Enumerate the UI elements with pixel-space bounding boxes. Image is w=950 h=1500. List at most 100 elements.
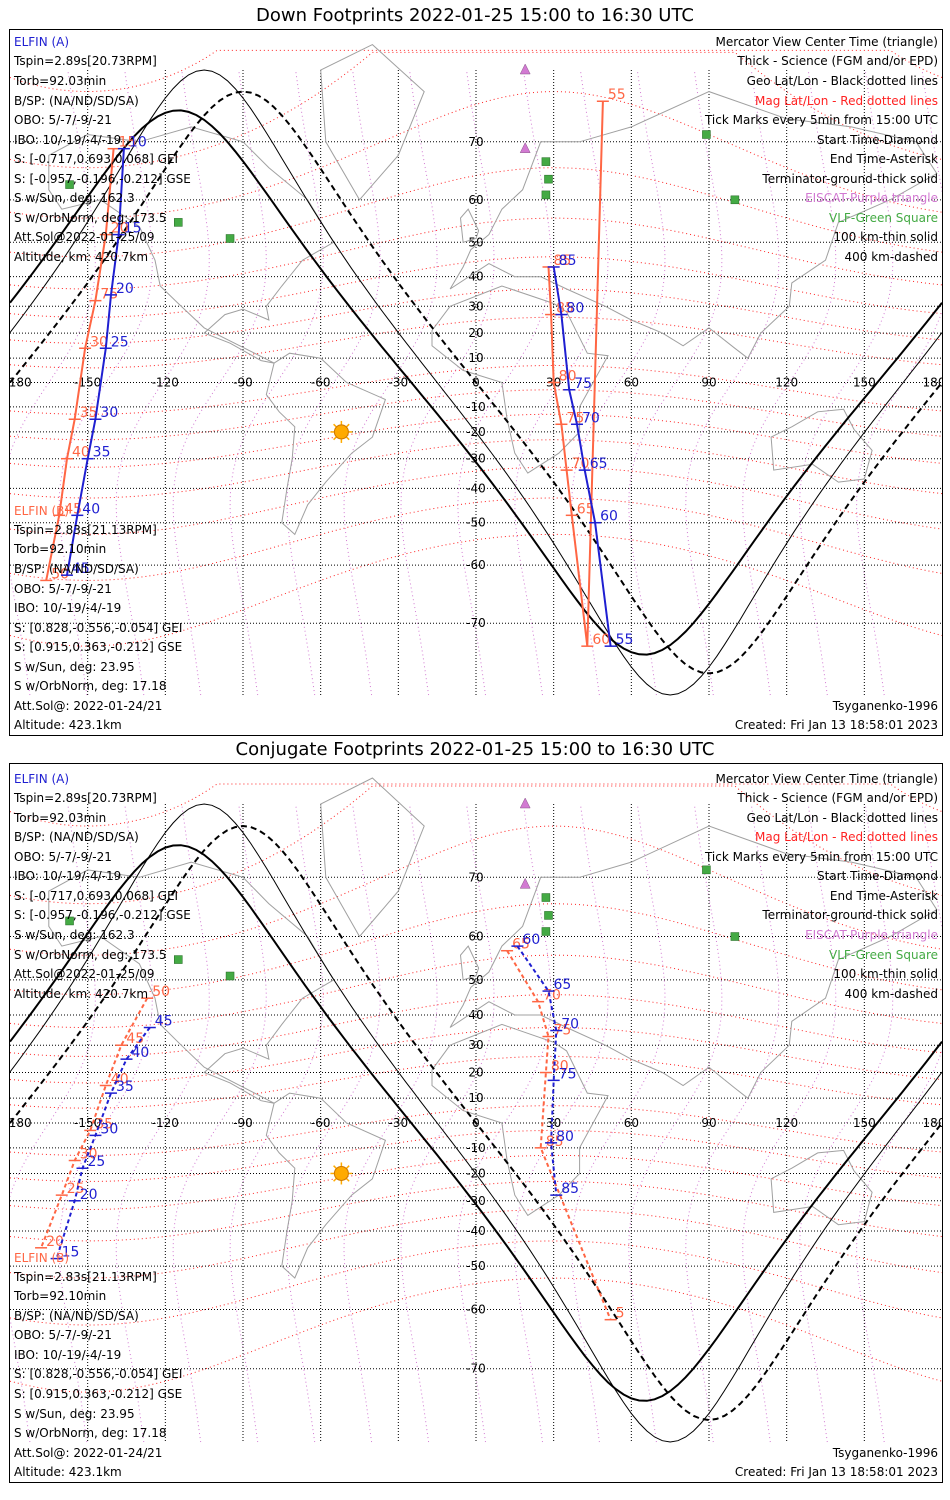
- lat-tick-label: -70: [466, 616, 486, 630]
- lon-tick-label: -120: [152, 1116, 179, 1130]
- elfin-a-line: B/SP: (NA/ND/SD/SA): [14, 830, 139, 844]
- lon-tick-label: -30: [389, 1116, 409, 1130]
- legend-item: End Time-Asterisk: [829, 152, 938, 166]
- continent-outline: [431, 1023, 609, 1217]
- elfin-a-line: IBO: 10/-19/-4/-19: [14, 133, 122, 147]
- elfin-a-line: Tspin=2.89s[20.73RPM]: [14, 791, 157, 805]
- tick-label: 40: [72, 445, 90, 461]
- tick-label: 45: [126, 1031, 144, 1047]
- mag-lat-line: [10, 994, 942, 1057]
- legend-item: EISCAT-Purple triangle: [805, 928, 938, 942]
- tick-label: 55: [616, 632, 634, 648]
- vlf-square-icon: [65, 180, 74, 189]
- tick-label: 80: [566, 301, 584, 317]
- created-label: Created: Fri Jan 13 18:58:01 2023: [734, 718, 938, 732]
- tick-label: 60: [522, 932, 540, 948]
- continent-outline: [320, 777, 425, 938]
- lon-tick-label: 60: [624, 1116, 639, 1130]
- lon-tick-label: 180: [923, 1116, 942, 1130]
- elfin-b-line: S w/Sun, deg: 23.95: [14, 1407, 135, 1421]
- eiscat-triangle-icon: [519, 63, 531, 75]
- elfin-a-title: ELFIN (A): [14, 35, 70, 49]
- elfin-a-line: S w/OrbNorm, deg: 173.5: [14, 211, 167, 225]
- down-footprints-title: Down Footprints 2022-01-25 15:00 to 16:3…: [256, 5, 694, 26]
- mag-lon-line: [58, 69, 153, 696]
- elfin-a-line: Torb=92.03min: [14, 811, 107, 825]
- elfin-b-line: B/SP: (NA/ND/SD/SA): [14, 562, 139, 576]
- created-label: Created: Fri Jan 13 18:58:01 2023: [734, 1465, 938, 1479]
- legend-item: Tick Marks every 5min from 15:00 UTC: [704, 850, 938, 864]
- terminator-100km: [10, 69, 942, 696]
- elfin-a-line: S: [-0.957,-0.196,-0.212] GSE: [14, 908, 191, 922]
- tick-label: 50: [51, 566, 69, 582]
- elfin-b-line: B/SP: (NA/ND/SD/SA): [14, 1309, 139, 1323]
- elfin-b-line: S w/OrbNorm, deg: 17.18: [14, 1426, 167, 1440]
- lat-tick-label: -10: [466, 1141, 486, 1155]
- lat-tick-label: 20: [468, 1066, 483, 1080]
- continent-outline: [265, 352, 387, 536]
- tick-label: 20: [116, 281, 134, 297]
- vlf-square-icon: [730, 932, 740, 941]
- elfin-a-line: OBO: 5/-7/-9/-21: [14, 113, 112, 127]
- mag-lat-line: [10, 49, 942, 92]
- tick-label: 70: [561, 1017, 579, 1033]
- elfin-a-line: Att.Sol@2022-01-25/09: [14, 230, 155, 244]
- tick-label: 65: [553, 977, 571, 993]
- elfin-a-line: Tspin=2.89s[20.73RPM]: [14, 54, 157, 68]
- elfin-a-line: Att.Sol@2022-01-25/09: [14, 967, 155, 981]
- lat-tick-label: 20: [468, 326, 483, 340]
- terminator-400km: [10, 824, 942, 1422]
- vlf-square-icon: [541, 893, 551, 902]
- elfin-a-line: IBO: 10/-19/-4/-19: [14, 869, 122, 883]
- lon-tick-label: -90: [233, 376, 253, 390]
- elfin-a-line: Torb=92.03min: [14, 74, 107, 88]
- continent-outline: [459, 945, 480, 981]
- vlf-square-icon: [225, 234, 235, 243]
- tick-label: 75: [559, 1066, 577, 1082]
- continents: [48, 777, 938, 1279]
- mag-lon-line: [400, 803, 495, 1443]
- continent-outline: [770, 1149, 873, 1226]
- vlf-square-icon: [174, 218, 183, 227]
- terminator-100km: [10, 803, 942, 1443]
- lat-tick-label: -40: [466, 1224, 486, 1238]
- lon-tick-label: 90: [701, 1116, 716, 1130]
- lat-tick-label: -60: [466, 1302, 486, 1316]
- legend-item: End Time-Asterisk: [829, 889, 938, 903]
- elfin-b-line: S: [0.828,-0.556,-0.054] GEI: [14, 621, 183, 635]
- legend-item: 100 km-thin solid: [833, 230, 938, 244]
- mag-lon-line: [400, 69, 495, 696]
- tick-label: 65: [512, 937, 530, 953]
- tick-label: 45: [155, 1014, 173, 1030]
- vlf-square-icon: [541, 927, 551, 936]
- elfin-b-track-line: [506, 950, 612, 1321]
- elfin-a-line: Altitude, km: 420.7km: [14, 987, 149, 1001]
- elfin-a-line: S w/OrbNorm, deg: 173.5: [14, 948, 167, 962]
- elfin-b-line: S w/Sun, deg: 23.95: [14, 660, 135, 674]
- elfin-b-line: Tspin=2.83s[21.13RPM]: [14, 1270, 157, 1284]
- terminator-ground: [10, 844, 942, 1402]
- down-footprints-plot: -180-150-120-90-60-300306090120150180706…: [10, 44, 942, 696]
- tick-label: 20: [80, 1187, 98, 1203]
- tick-label: 5: [616, 1306, 625, 1322]
- terminator-ground: [10, 109, 942, 656]
- lat-tick-label: -10: [466, 400, 486, 414]
- tick-label: 40: [82, 501, 100, 517]
- tick-label: 30: [90, 334, 108, 350]
- legend-item: VLF-Green Square: [829, 948, 938, 962]
- elfin-b-line: S: [0.915,0.363,-0.212] GSE: [14, 640, 183, 654]
- continent-outline: [459, 208, 480, 243]
- lon-tick-label: -180: [10, 1116, 32, 1130]
- vlf-square-icon: [541, 157, 551, 166]
- tick-label: 40: [132, 1045, 150, 1061]
- elfin-b-line: S: [0.915,0.363,-0.212] GSE: [14, 1387, 183, 1401]
- elfin-b-line: Altitude: 423.1km: [14, 718, 122, 732]
- elfin-a-line: Altitude, km: 420.7km: [14, 250, 149, 264]
- elfin-b-line: IBO: 10/-19/-4/-19: [14, 1348, 122, 1362]
- elfin-a-line: S: [-0.957,-0.196,-0.212] GSE: [14, 172, 191, 186]
- tick-label: 75: [574, 376, 592, 392]
- legend-item: 400 km-dashed: [844, 987, 938, 1001]
- lat-tick-label: 50: [468, 973, 483, 987]
